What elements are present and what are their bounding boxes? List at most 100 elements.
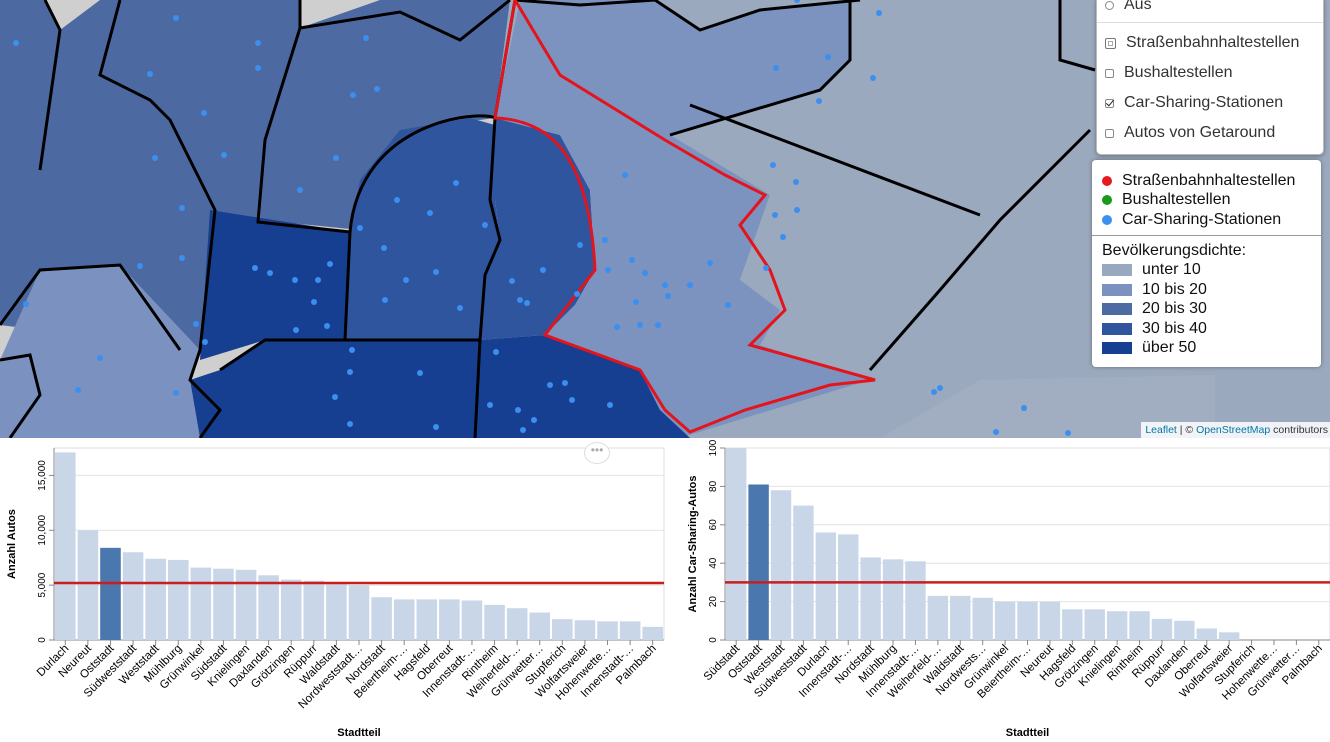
bar (927, 595, 949, 640)
checkbox-icon[interactable] (1105, 37, 1116, 49)
bar (303, 580, 325, 640)
bar (348, 585, 370, 640)
bar (642, 626, 663, 640)
color-swatch (1102, 323, 1132, 335)
bar (371, 597, 392, 640)
legend-label: Bushaltestellen (1122, 191, 1231, 208)
district-muehlburg[interactable] (200, 210, 350, 360)
bar (1084, 609, 1105, 640)
bar (393, 599, 415, 640)
layer-option-aus[interactable]: Aus (1105, 0, 1152, 17)
selected-district-outline[interactable] (493, 0, 876, 434)
bar (439, 599, 460, 640)
legend-density-title: Bevölkerungsdichte: (1102, 241, 1246, 261)
district-weststadt[interactable] (345, 118, 500, 340)
layer-option-strassenbahn[interactable]: Straßenbahnhaltestellen (1105, 31, 1299, 55)
layer-option-bus[interactable]: Bushaltestellen (1105, 61, 1233, 85)
y-axis-title: Anzahl Autos (6, 509, 18, 579)
layer-label: Aus (1124, 0, 1152, 13)
layer-label: Bushaltestellen (1124, 64, 1233, 81)
bar (793, 505, 814, 640)
radio-icon[interactable] (1105, 0, 1114, 10)
bar (506, 608, 528, 640)
legend-item: über 50 (1102, 338, 1196, 358)
y-tick-label: 40 (708, 557, 719, 569)
bar (815, 532, 837, 640)
bar (461, 600, 483, 640)
y-tick-label: 100 (708, 439, 719, 456)
red-dot-icon (1102, 176, 1112, 186)
y-tick-label: 5,000 (37, 572, 48, 597)
y-tick-label: 0 (708, 637, 719, 643)
map[interactable]: Aus Straßenbahnhaltestellen Bushaltestel… (0, 0, 1330, 438)
bar (122, 552, 144, 640)
bar (77, 530, 99, 640)
chart-svg: 05,00010,00015,000DurlachNeureutOststadt… (6, 447, 665, 739)
district-innenstadt[interactable] (480, 118, 595, 340)
layer-option-car-sharing[interactable]: Car-Sharing-Stationen (1105, 91, 1283, 115)
bar (882, 559, 904, 640)
district-north-west[interactable] (100, 0, 300, 220)
legend-label: 20 bis 30 (1142, 300, 1207, 317)
legend-label: über 50 (1142, 339, 1197, 356)
bar (1106, 611, 1128, 640)
layer-option-getaround[interactable]: Autos von Getaround (1105, 121, 1275, 145)
bar (905, 561, 926, 640)
district-suedweststadt[interactable] (190, 340, 480, 438)
leaflet-link[interactable]: Leaflet (1145, 424, 1177, 436)
district-suedstadt[interactable] (475, 335, 690, 438)
y-axis-title: Anzahl Car-Sharing-Autos (687, 476, 699, 613)
district-north[interactable] (260, 0, 510, 230)
checkbox-checked-icon[interactable] (1105, 98, 1114, 108)
map-legend: Straßenbahnhaltestellen Bushaltestellen … (1092, 160, 1321, 367)
bar (1174, 620, 1195, 640)
legend-item: Car-Sharing-Stationen (1102, 210, 1281, 230)
bar (280, 579, 302, 640)
car-sharing-stations[interactable] (13, 0, 1071, 436)
blue-dot-icon (1102, 215, 1112, 225)
district-west[interactable] (0, 0, 215, 350)
checkbox-icon[interactable] (1105, 68, 1114, 78)
north-border (493, 0, 861, 119)
y-tick-label: 20 (708, 596, 719, 608)
bar (529, 612, 551, 640)
attribution-separator: | © (1176, 424, 1197, 436)
x-axis-title: Stadtteil (337, 727, 380, 739)
bar (235, 569, 257, 640)
bar (748, 484, 769, 640)
bar (950, 595, 971, 640)
legend-label: 10 bis 20 (1142, 281, 1207, 298)
legend-item: Bushaltestellen (1102, 190, 1231, 210)
color-swatch (1102, 342, 1132, 354)
layer-control[interactable]: Aus Straßenbahnhaltestellen Bushaltestel… (1096, 0, 1324, 155)
legend-label: Car-Sharing-Stationen (1122, 211, 1282, 228)
legend-label: unter 10 (1142, 261, 1201, 278)
green-dot-icon (1102, 195, 1112, 205)
bar (416, 599, 438, 640)
more-options-button[interactable]: ••• (584, 442, 610, 464)
osm-link[interactable]: OpenStreetMap (1196, 424, 1271, 436)
bar (597, 621, 618, 640)
chart-car-sharing-autos: 0 20 40 60 80 100 Südstadt Oststadt Weststadt Süd… (665, 439, 1330, 742)
bar (258, 575, 279, 640)
layer-separator (1097, 22, 1323, 23)
bar (326, 584, 347, 640)
bar (838, 534, 859, 640)
y-tick-label: 60 (708, 519, 719, 531)
bar (619, 621, 641, 640)
chart-svg: 020406080100SüdstadtOststadtWeststadtSüd… (687, 439, 1330, 739)
bar (1129, 611, 1150, 640)
district-north-east[interactable] (880, 375, 1215, 438)
checkbox-icon[interactable] (1105, 128, 1114, 138)
district-borders (0, 0, 1096, 438)
bar (1196, 628, 1217, 640)
legend-label: 30 bis 40 (1142, 320, 1207, 337)
bar (190, 567, 212, 640)
attribution-contributors: contributors (1270, 424, 1328, 436)
district-oststadt[interactable] (495, 0, 870, 438)
y-tick-label: 10,000 (37, 515, 48, 546)
bar (994, 601, 1016, 640)
legend-item: Straßenbahnhaltestellen (1102, 171, 1295, 191)
bar (100, 547, 121, 640)
layer-label: Autos von Getaround (1124, 124, 1276, 141)
